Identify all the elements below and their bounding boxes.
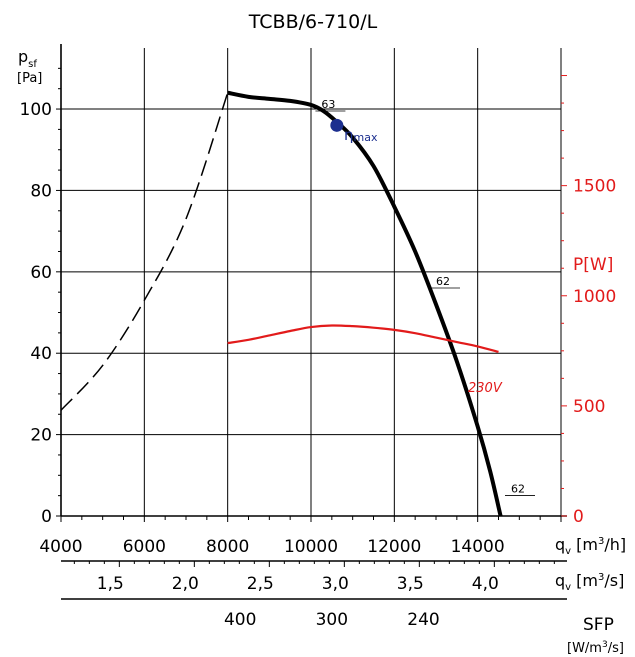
x-secondary-unit-sup: 3 [598, 572, 604, 583]
y-left-tick-label: 40 [30, 344, 52, 364]
x-primary-tick-label: 10000 [284, 537, 338, 557]
x-primary-tick-label: 8000 [206, 537, 249, 557]
sfp-unit-sup: 3 [602, 640, 608, 650]
x-secondary-unit-post: /s] [604, 571, 624, 590]
annotation-label: 62 [436, 275, 450, 288]
x-primary-tick-label: 14000 [451, 537, 505, 557]
series-group: 230V [60, 90, 503, 517]
x-secondary-tick-label: 3,5 [397, 574, 424, 594]
sfp-unit: [W/m3/s] [567, 640, 624, 656]
x-sfp-tick-label: 240 [407, 610, 439, 630]
y-left-tick-label: 100 [20, 100, 52, 120]
series-pressure-extension-line [60, 92, 229, 411]
x-primary-unit-pre: [m [571, 535, 598, 554]
y-right-tick-label: 500 [573, 397, 605, 417]
x-secondary-tick-label: 3,0 [322, 574, 349, 594]
series-pressure-line [227, 90, 503, 517]
sfp-label: SFP [583, 615, 614, 635]
x-sfp-tick-label: 400 [224, 610, 256, 630]
series-power-line [227, 324, 499, 353]
grid [61, 48, 562, 516]
y-left-tick-label: 0 [41, 507, 52, 527]
eta-max-label: ηmax [344, 126, 378, 144]
y-left-tick-label: 60 [30, 263, 52, 283]
y-right-tick-label: 0 [573, 507, 584, 527]
x-secondary-unit-pre: [m [571, 571, 598, 590]
y-right-label: P[W] [573, 255, 613, 275]
x-primary-label-sub: v [565, 546, 571, 557]
x-secondary-label-sub: v [565, 582, 571, 593]
annotations: 63 62 62 [315, 98, 535, 496]
x-secondary-tick-label: 2,5 [247, 574, 274, 594]
annotation-label: 62 [511, 483, 525, 496]
x-sfp-tick-label: 300 [316, 610, 348, 630]
x-secondary-tick-label: 2,0 [172, 574, 199, 594]
y-left-tick-label: 20 [30, 426, 52, 446]
y-left-tick-label: 80 [30, 181, 52, 201]
bottom-axis-ticks: 4000 6000 8000 10000 12000 14000 1,5 2,0 2,5 3,0 3… [39, 516, 562, 630]
x-secondary-label: qv [m3/s] [555, 571, 624, 593]
axes [60, 44, 567, 600]
eta-max-marker [330, 118, 344, 132]
x-primary-tick-label: 12000 [367, 537, 421, 557]
y-right-tick-label: 1500 [573, 177, 616, 197]
x-primary-tick-label: 4000 [39, 537, 82, 557]
y-left-unit: [Pa] [17, 71, 42, 86]
x-primary-unit-post: /h] [604, 535, 626, 554]
chart-title: TCBB/6-710/L [248, 11, 378, 33]
right-axis-ticks: 0 500 1000 1500 [561, 75, 616, 527]
eta-max-label-main: η [344, 126, 354, 144]
x-secondary-tick-label: 1,5 [97, 574, 124, 594]
annotation-label: 63 [321, 98, 335, 111]
y-left-label-main: p [18, 47, 28, 66]
x-primary-label: qv [m3/h] [555, 535, 626, 557]
x-primary-label-main: q [555, 535, 565, 554]
eta-max-label-sub: max [354, 131, 378, 144]
y-left-label: psf [18, 47, 37, 70]
x-primary-tick-label: 6000 [123, 537, 166, 557]
sfp-unit-pre: [W/m [567, 641, 602, 656]
left-axis-ticks: 0 20 40 60 80 100 [20, 67, 61, 527]
y-left-label-sub: sf [28, 59, 37, 70]
power-series-label: 230V [468, 381, 503, 396]
x-primary-unit-sup: 3 [598, 536, 604, 547]
y-right-tick-label: 1000 [573, 287, 616, 307]
x-secondary-tick-label: 4,0 [472, 574, 499, 594]
sfp-unit-post: /s] [608, 641, 624, 656]
x-secondary-label-main: q [555, 571, 565, 590]
